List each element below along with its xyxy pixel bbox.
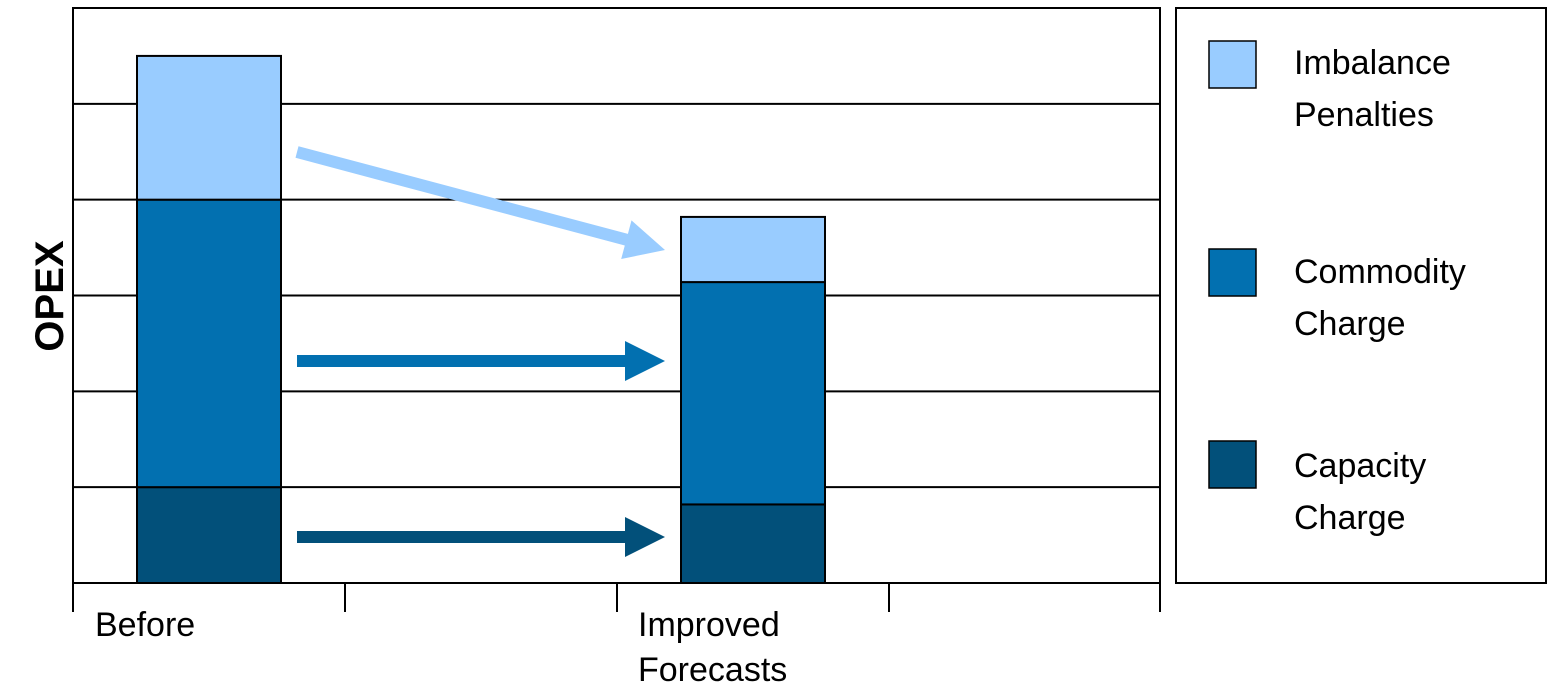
bar-segment-capacity-charge bbox=[680, 503, 826, 584]
legend-label-capacity-line1: Capacity bbox=[1294, 447, 1426, 485]
bar-segment-capacity-charge bbox=[136, 486, 282, 584]
legend-swatch-commodity bbox=[1208, 248, 1257, 297]
legend-label-capacity-line2: Charge bbox=[1294, 499, 1406, 537]
legend: Imbalance Penalties Commodity Charge Cap… bbox=[1175, 7, 1547, 584]
x-tick-label-improved-line1: Improved bbox=[638, 606, 780, 644]
legend-swatch-capacity bbox=[1208, 440, 1257, 489]
arrow-imbalance-penalties bbox=[295, 146, 665, 259]
arrow-capacity-charge bbox=[297, 517, 665, 557]
x-tick-label-improved-line2: Forecasts bbox=[638, 651, 787, 689]
bars bbox=[136, 54, 826, 584]
bar-segment-imbalance-penalties bbox=[136, 54, 282, 201]
x-tick-label-before: Before bbox=[95, 606, 195, 644]
y-axis-label: OPEX bbox=[28, 240, 72, 351]
bar-segment-commodity-charge bbox=[136, 198, 282, 489]
bar-segment-commodity-charge bbox=[680, 281, 826, 506]
legend-label-commodity-line2: Charge bbox=[1294, 305, 1406, 343]
legend-label-imbalance-line2: Penalties bbox=[1294, 96, 1434, 134]
x-axis: Before Improved Forecasts bbox=[72, 582, 1161, 689]
legend-label-imbalance-line1: Imbalance bbox=[1294, 44, 1451, 82]
arrow-commodity-charge bbox=[297, 341, 665, 381]
legend-label-commodity-line1: Commodity bbox=[1294, 253, 1466, 291]
legend-swatch-imbalance bbox=[1208, 40, 1257, 89]
change-arrows bbox=[295, 146, 665, 557]
bar-segment-imbalance-penalties bbox=[680, 215, 826, 284]
